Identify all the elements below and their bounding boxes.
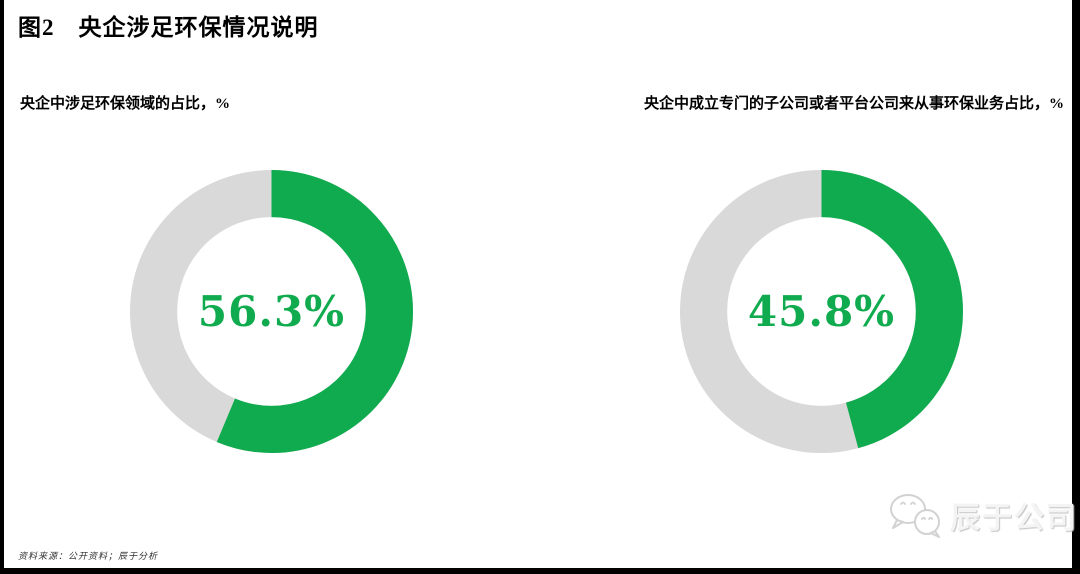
donut-chart-left-svg — [130, 170, 413, 453]
source-note: 资料来源：公开资料；辰于分析 — [18, 551, 159, 561]
bottom-border — [0, 568, 1080, 574]
brand-watermark-label: 辰于公司 — [950, 502, 1078, 535]
left-chart-subtitle: 央企中涉足环保领域的占比，% — [20, 96, 231, 112]
donut-right-value-label: 45.8% — [747, 287, 896, 336]
right-border — [1072, 0, 1080, 574]
wechat-icon — [890, 494, 940, 538]
donut-left-value-label: 56.3% — [197, 287, 346, 336]
right-chart-subtitle: 央企中成立专门的子公司或者平台公司来从事环保业务占比，% — [643, 96, 1064, 112]
figure-title: 图2 央企涉足环保情况说明 — [18, 15, 319, 40]
left-border — [0, 0, 4, 574]
brand-watermark: 辰于公司 — [884, 490, 1078, 540]
donut-chart-left: 56.3% — [130, 170, 413, 453]
donut-chart-right: 45.8% — [680, 170, 963, 453]
donut-value-arc — [680, 170, 963, 453]
donut-value-arc — [130, 170, 413, 453]
donut-chart-right-svg — [680, 170, 963, 453]
